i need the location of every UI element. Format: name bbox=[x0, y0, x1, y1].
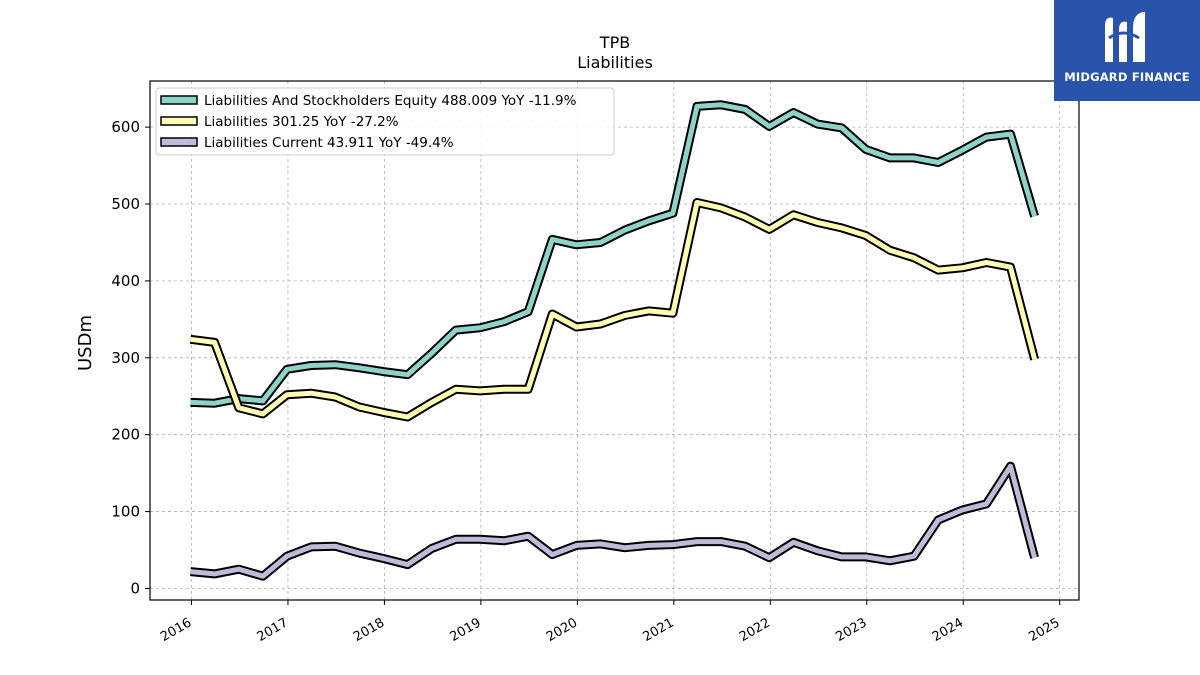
midgard-m-logo-icon bbox=[1105, 12, 1145, 62]
y-tick-label: 500 bbox=[111, 195, 140, 213]
x-tick-label: 2019 bbox=[448, 615, 484, 645]
x-tick-label: 2025 bbox=[1026, 615, 1062, 645]
legend-box bbox=[155, 87, 615, 156]
x-tick-label: 2021 bbox=[640, 615, 676, 645]
series-0 bbox=[190, 100, 1039, 408]
series-1 bbox=[189, 198, 1039, 422]
legend-label: Liabilities 301.25 YoY -27.2% bbox=[204, 114, 399, 130]
legend-label: Liabilities And Stockholders Equity 488.… bbox=[204, 93, 577, 109]
series-line bbox=[190, 463, 1038, 579]
x-tick-label: 2016 bbox=[158, 615, 194, 645]
y-tick-label: 300 bbox=[111, 349, 140, 367]
legend-swatch bbox=[160, 137, 198, 147]
y-tick-label: 100 bbox=[111, 503, 140, 521]
series-layer bbox=[189, 100, 1039, 581]
y-tick-label: 0 bbox=[130, 579, 140, 597]
y-tick-label: 600 bbox=[111, 118, 140, 136]
x-tick-label: 2024 bbox=[930, 615, 966, 645]
y-tick-label: 200 bbox=[111, 426, 140, 444]
legend-swatch bbox=[160, 95, 198, 105]
legend-label: Liabilities Current 43.911 YoY -49.4% bbox=[204, 135, 454, 151]
x-tick-label: 2017 bbox=[255, 615, 291, 645]
y-tick-label: 400 bbox=[111, 272, 140, 290]
brand-logo: MIDGARD FINANCE bbox=[1054, 0, 1200, 101]
chart-title: TPB bbox=[599, 33, 630, 52]
axis-ticks: 0 100 200 300 400 500 600 2016 2017 2018 2019 2020 2… bbox=[111, 118, 1062, 645]
x-tick-label: 2020 bbox=[544, 615, 580, 645]
x-tick-label: 2022 bbox=[737, 615, 773, 645]
series-2 bbox=[190, 461, 1039, 581]
series-line bbox=[190, 200, 1038, 420]
y-axis-label: USDm bbox=[75, 315, 96, 371]
plot-frame bbox=[149, 80, 1080, 601]
series-line bbox=[190, 102, 1037, 406]
x-tick-label: 2023 bbox=[833, 615, 869, 645]
brand-name: MIDGARD FINANCE bbox=[1064, 70, 1190, 84]
x-tick-label: 2018 bbox=[351, 615, 387, 645]
legend-swatch bbox=[160, 116, 198, 126]
chart-subtitle: Liabilities bbox=[577, 53, 653, 72]
legend: Liabilities And Stockholders Equity 488.… bbox=[155, 87, 615, 156]
